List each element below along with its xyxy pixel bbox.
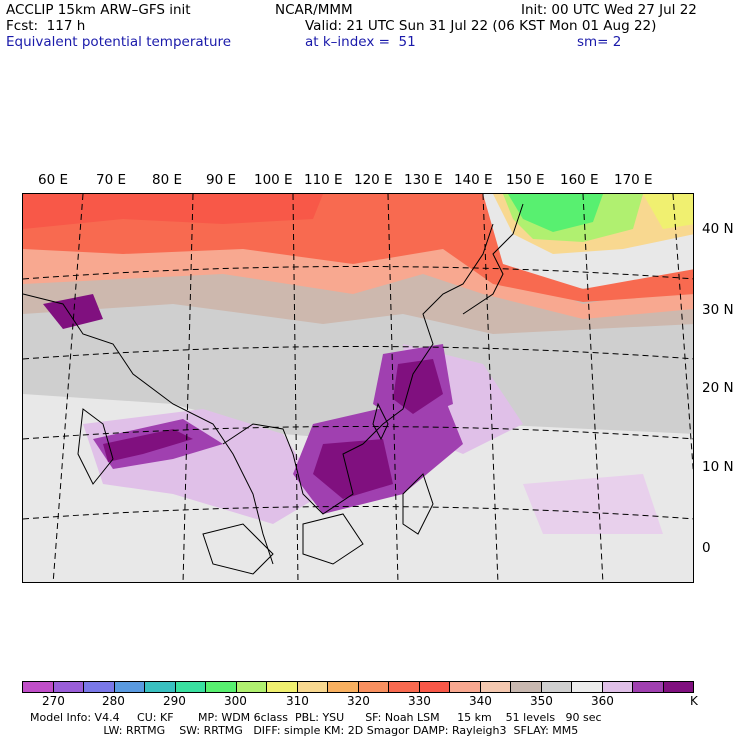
- colorbar-swatch: [511, 682, 542, 692]
- colorbar-swatch: [572, 682, 603, 692]
- lon-label: 110 E: [304, 172, 343, 188]
- lon-label: 80 E: [152, 172, 182, 188]
- model-info-line1: Model Info: V4.4 CU: KF MP: WDM 6class P…: [30, 711, 602, 724]
- lon-label: 60 E: [38, 172, 68, 188]
- colorbar-swatch: [84, 682, 115, 692]
- colorbar-swatch: [663, 682, 693, 692]
- colorbar-swatch: [358, 682, 389, 692]
- colorbar-swatch: [328, 682, 359, 692]
- model-title: ACCLIP 15km ARW–GFS init: [6, 2, 191, 18]
- colorbar-tick: 340: [469, 694, 492, 708]
- colorbar-tick: 310: [286, 694, 309, 708]
- lat-label: 10 N: [702, 459, 734, 475]
- colorbar-tick: 280: [102, 694, 125, 708]
- colorbar-swatch: [480, 682, 511, 692]
- colorbar-swatch: [297, 682, 328, 692]
- colorbar-swatch: [541, 682, 572, 692]
- init-time: Init: 00 UTC Wed 27 Jul 22: [521, 2, 697, 18]
- colorbar-unit: K: [690, 694, 698, 708]
- level-index: at k–index = 51: [305, 34, 416, 50]
- colorbar-tick: 330: [408, 694, 431, 708]
- lon-label: 170 E: [614, 172, 653, 188]
- colorbar-swatch: [602, 682, 633, 692]
- colorbar-swatch: [236, 682, 267, 692]
- colorbar-swatch: [450, 682, 481, 692]
- forecast-hour: Fcst: 117 h: [6, 18, 86, 34]
- lon-label: 140 E: [454, 172, 493, 188]
- smoothing: sm= 2: [577, 34, 622, 50]
- organization: NCAR/MMM: [275, 2, 353, 18]
- map-panel: [22, 193, 694, 583]
- colorbar-swatch: [175, 682, 206, 692]
- colorbar: [22, 681, 694, 693]
- colorbar-swatch: [145, 682, 176, 692]
- lon-label: 150 E: [506, 172, 545, 188]
- colorbar-swatch: [389, 682, 420, 692]
- colorbar-tick: 350: [530, 694, 553, 708]
- lon-label: 120 E: [354, 172, 393, 188]
- lat-label: 30 N: [702, 302, 734, 318]
- colorbar-tick: 320: [347, 694, 370, 708]
- colorbar-tick: 290: [163, 694, 186, 708]
- lon-label: 160 E: [560, 172, 599, 188]
- colorbar-tick: 270: [42, 694, 65, 708]
- lat-label: 40 N: [702, 221, 734, 237]
- field-name: Equivalent potential temperature: [6, 34, 232, 50]
- lon-label: 100 E: [254, 172, 293, 188]
- colorbar-swatch: [267, 682, 298, 692]
- theta-e-field: [23, 194, 693, 582]
- colorbar-tick: 360: [591, 694, 614, 708]
- colorbar-tick: 300: [224, 694, 247, 708]
- lon-label: 70 E: [96, 172, 126, 188]
- lat-label: 20 N: [702, 380, 734, 396]
- colorbar-swatch: [53, 682, 84, 692]
- lat-label: 0: [702, 540, 711, 556]
- colorbar-swatch: [633, 682, 664, 692]
- lon-label: 90 E: [206, 172, 236, 188]
- colorbar-swatch: [206, 682, 237, 692]
- colorbar-swatch: [114, 682, 145, 692]
- colorbar-swatch: [23, 682, 54, 692]
- valid-time: Valid: 21 UTC Sun 31 Jul 22 (06 KST Mon …: [305, 18, 657, 34]
- model-info-line2: LW: RRTMG SW: RRTMG DIFF: simple KM: 2D …: [30, 724, 579, 737]
- lon-label: 130 E: [404, 172, 443, 188]
- colorbar-swatch: [419, 682, 450, 692]
